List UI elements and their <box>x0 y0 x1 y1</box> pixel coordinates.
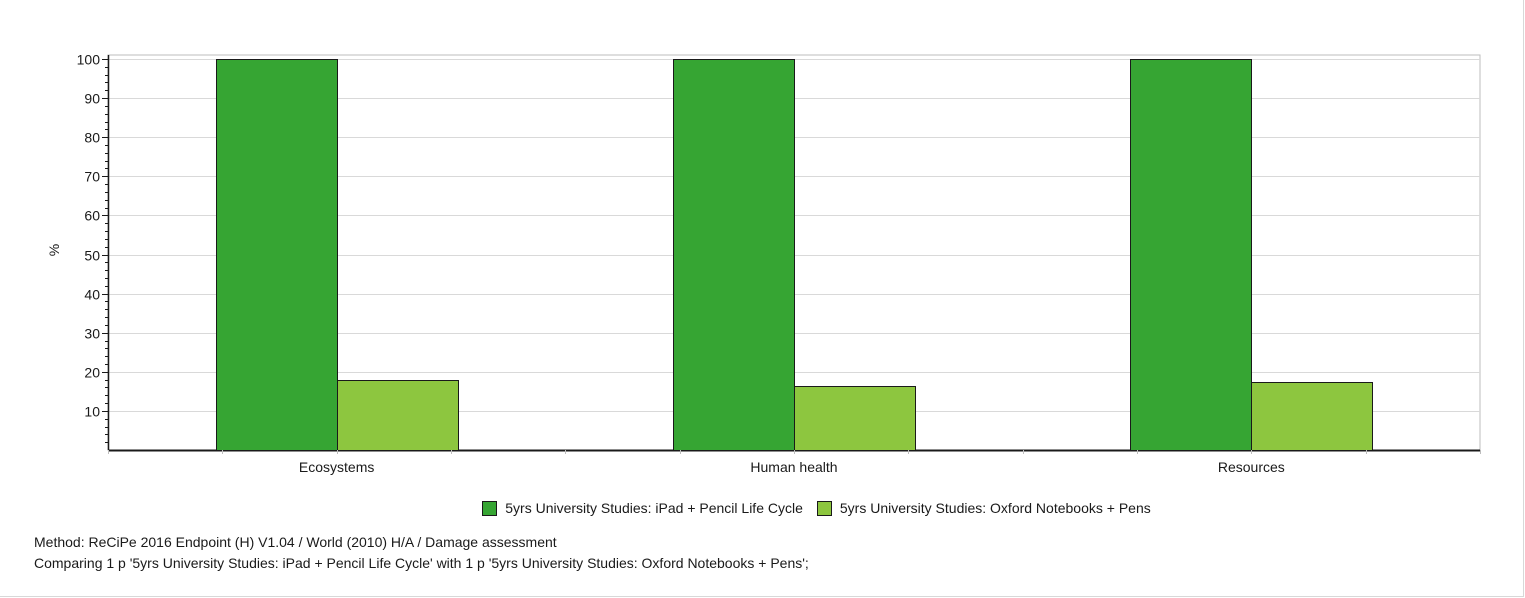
method-text: Method: ReCiPe 2016 Endpoint (H) V1.04 /… <box>34 534 557 550</box>
y-tick-label-80: 80 <box>84 130 100 146</box>
y-tick-label-30: 30 <box>84 326 100 342</box>
legend-label-series-1: 5yrs University Studies: iPad + Pencil L… <box>505 500 803 516</box>
y-tick-label-70: 70 <box>84 169 100 185</box>
legend: 5yrs University Studies: iPad + Pencil L… <box>0 500 1525 516</box>
legend-swatch-series-1 <box>482 500 498 516</box>
comparison-text: Comparing 1 p '5yrs University Studies: … <box>34 555 809 571</box>
x-category-label-resources: Resources <box>1218 459 1285 475</box>
y-tick-label-60: 60 <box>84 208 100 224</box>
y-tick-label-50: 50 <box>84 248 100 264</box>
y-tick-label-40: 40 <box>84 287 100 303</box>
y-axis-label: % <box>46 244 62 256</box>
bar-human-health-series-2 <box>794 386 916 451</box>
bar-ecosystems-series-1 <box>216 59 338 451</box>
bar-chart: 10 20 30 40 50 60 70 80 90 100% Ecosystems Human he… <box>46 52 1481 475</box>
legend-item-series-1: 5yrs University Studies: iPad + Pencil L… <box>374 500 803 516</box>
bar-human-health-series-1 <box>673 59 795 451</box>
bar-resources-series-1 <box>1130 59 1252 451</box>
legend-label-series-2: 5yrs University Studies: Oxford Notebook… <box>839 500 1151 516</box>
x-category-label-human-health: Human health <box>750 459 837 475</box>
x-category-label-ecosystems: Ecosystems <box>299 459 374 475</box>
y-tick-label-100: 100 <box>77 52 101 68</box>
y-tick-label-10: 10 <box>84 404 100 420</box>
y-tick-label-90: 90 <box>84 91 100 107</box>
bar-ecosystems-series-2 <box>337 380 459 451</box>
legend-swatch-series-2 <box>816 500 832 516</box>
bar-resources-series-2 <box>1251 382 1373 451</box>
legend-item-series-2: 5yrs University Studies: Oxford Notebook… <box>816 500 1151 516</box>
chart-footer: Method: ReCiPe 2016 Endpoint (H) V1.04 /… <box>34 532 809 574</box>
y-tick-label-20: 20 <box>84 365 100 381</box>
